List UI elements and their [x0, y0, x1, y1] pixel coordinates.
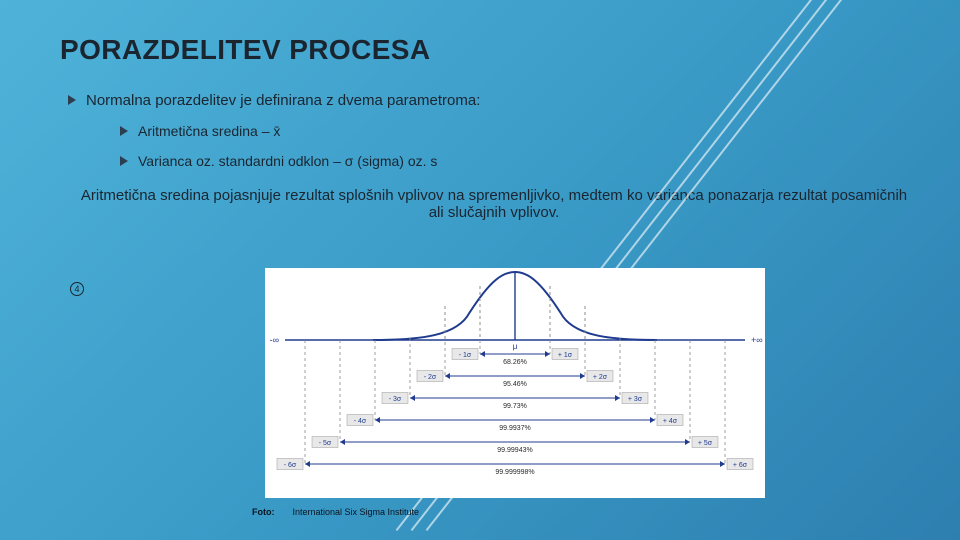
svg-text:+ 6σ: + 6σ — [733, 462, 748, 469]
footnote-circle-4: 4 — [70, 282, 84, 296]
bullet-icon — [120, 156, 128, 166]
svg-text:99.99943%: 99.99943% — [497, 447, 532, 454]
svg-text:+ 1σ: + 1σ — [558, 352, 573, 359]
bullet-sub-1: Aritmetična sredina – x̄ — [0, 109, 960, 139]
svg-text:- 1σ: - 1σ — [459, 352, 472, 359]
bullet-main: Normalna porazdelitev je definirana z dv… — [0, 66, 960, 109]
svg-text:+ 3σ: + 3σ — [628, 396, 643, 403]
svg-text:μ: μ — [513, 342, 518, 351]
svg-text:+ 4σ: + 4σ — [663, 418, 678, 425]
credit-text: International Six Sigma Institute — [293, 507, 420, 517]
svg-text:+ 2σ: + 2σ — [593, 374, 608, 381]
svg-text:- 4σ: - 4σ — [354, 418, 367, 425]
bullet-icon — [68, 95, 76, 105]
svg-text:+∞: +∞ — [751, 335, 763, 345]
svg-text:- 2σ: - 2σ — [424, 374, 437, 381]
normal-distribution-chart: -∞ +∞ μ - 1σ + 1σ 68.26% - 2σ + 2σ 95.46% - 3σ + 3… — [265, 268, 765, 498]
explanation-text: Aritmetična sredina pojasnjuje rezultat … — [0, 169, 960, 221]
svg-text:99.9937%: 99.9937% — [499, 425, 531, 432]
svg-text:-∞: -∞ — [270, 335, 279, 345]
bullet-sub-2: Varianca oz. standardni odklon – σ (sigm… — [0, 139, 960, 169]
svg-text:- 5σ: - 5σ — [319, 440, 332, 447]
svg-text:- 3σ: - 3σ — [389, 396, 402, 403]
image-credit: Foto: International Six Sigma Institute — [252, 507, 419, 517]
svg-text:95.46%: 95.46% — [503, 381, 527, 388]
svg-text:99.999998%: 99.999998% — [495, 469, 534, 476]
bullet-sub1-text: Aritmetična sredina – x̄ — [138, 123, 280, 139]
credit-label: Foto: — [252, 507, 275, 517]
svg-text:68.26%: 68.26% — [503, 359, 527, 366]
svg-text:99.73%: 99.73% — [503, 403, 527, 410]
svg-text:+ 5σ: + 5σ — [698, 440, 713, 447]
svg-text:- 6σ: - 6σ — [284, 462, 297, 469]
bullet-sub2-text: Varianca oz. standardni odklon – σ (sigm… — [138, 153, 437, 169]
bullet-icon — [120, 126, 128, 136]
bullet-main-text: Normalna porazdelitev je definirana z dv… — [86, 92, 480, 109]
